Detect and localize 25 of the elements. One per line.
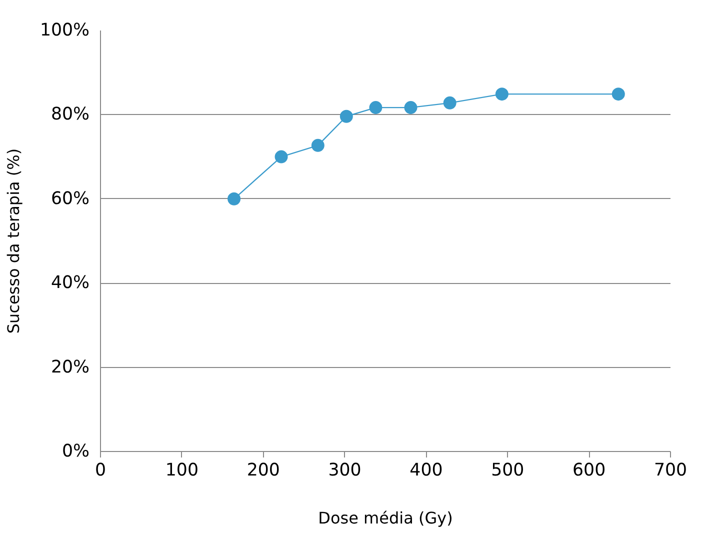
point bbox=[495, 88, 508, 101]
point bbox=[274, 150, 288, 164]
x-tick-label: 100 bbox=[165, 460, 198, 480]
y-tick-label: 20% bbox=[50, 357, 90, 378]
point bbox=[404, 101, 418, 114]
y-tick-label: 100% bbox=[40, 20, 90, 40]
point bbox=[228, 192, 241, 206]
point bbox=[369, 101, 382, 114]
point bbox=[443, 96, 456, 110]
y-tick-label: 40% bbox=[50, 273, 90, 294]
x-tick-label: 300 bbox=[328, 460, 362, 480]
x-axis-title: Dose média (Gy) bbox=[318, 508, 453, 528]
x-tick-label: 600 bbox=[572, 460, 606, 480]
point bbox=[311, 138, 324, 152]
y-tick-label: 80% bbox=[50, 104, 90, 125]
point bbox=[612, 88, 625, 101]
point bbox=[340, 110, 353, 123]
x-tick-label: 0 bbox=[94, 460, 106, 480]
y-axis-title: Sucesso da terapia (%) bbox=[4, 148, 23, 334]
x-tick-label: 700 bbox=[654, 460, 688, 480]
x-tick-label: 500 bbox=[491, 460, 524, 480]
y-tick-label: 60% bbox=[50, 188, 90, 209]
x-tick-label: 200 bbox=[246, 460, 280, 480]
y-tick-label: 0% bbox=[62, 442, 90, 462]
x-tick-label: 400 bbox=[410, 460, 443, 480]
